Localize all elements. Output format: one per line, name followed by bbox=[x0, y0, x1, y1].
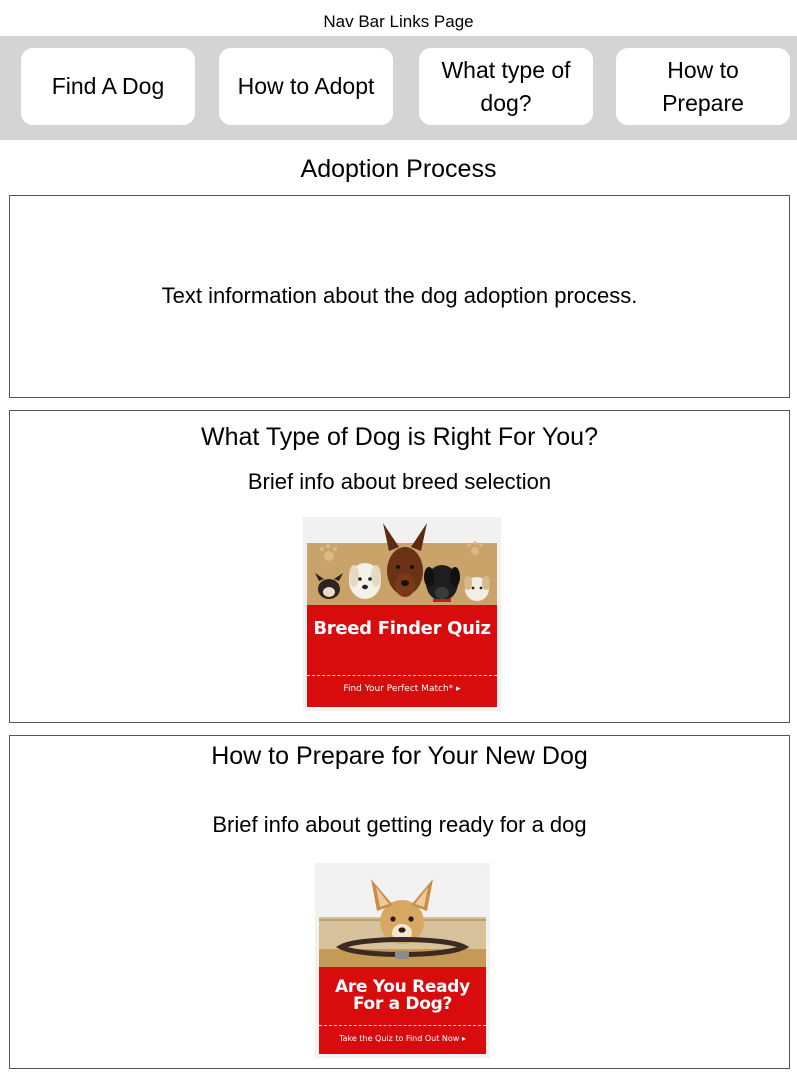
dogs-photo bbox=[307, 521, 497, 605]
ready-for-dog-cta: Take the Quiz to Find Out Now ▸ bbox=[319, 1034, 486, 1043]
play-arrow-icon: ▸ bbox=[456, 684, 461, 694]
adoption-process-panel: Text information about the dog adoption … bbox=[9, 195, 790, 398]
dog-type-heading: What Type of Dog is Right For You? bbox=[201, 423, 598, 451]
ready-for-dog-cta-text: Take the Quiz to Find Out Now bbox=[339, 1034, 460, 1043]
adoption-process-text: Text information about the dog adoption … bbox=[161, 283, 638, 308]
banner-divider bbox=[307, 675, 497, 676]
dog-with-leash-photo bbox=[319, 867, 486, 967]
play-arrow-icon: ▸ bbox=[461, 1034, 466, 1043]
dog-type-panel: What Type of Dog is Right For You? Brief… bbox=[9, 410, 790, 723]
dog-type-subtext: Brief info about breed selection bbox=[247, 469, 552, 494]
breed-finder-banner: Breed Finder Quiz Find Your Perfect Matc… bbox=[307, 605, 497, 707]
adoption-process-heading: Adoption Process bbox=[300, 155, 497, 183]
nav-how-to-prepare-button[interactable]: How to Prepare bbox=[616, 48, 790, 125]
ready-for-dog-quiz-ad[interactable]: Are You Ready For a Dog? Take the Quiz t… bbox=[315, 863, 490, 1058]
page-title: Nav Bar Links Page bbox=[323, 12, 474, 31]
breed-finder-cta: Find Your Perfect Match* ▸ bbox=[307, 684, 497, 694]
ready-for-dog-banner: Are You Ready For a Dog? Take the Quiz t… bbox=[319, 967, 486, 1054]
nav-find-a-dog-button[interactable]: Find A Dog bbox=[21, 48, 195, 125]
nav-how-to-adopt-button[interactable]: How to Adopt bbox=[219, 48, 393, 125]
breed-finder-quiz-ad[interactable]: Breed Finder Quiz Find Your Perfect Matc… bbox=[303, 517, 501, 711]
nav-what-type-of-dog-button[interactable]: What type of dog? bbox=[419, 48, 593, 125]
breed-finder-cta-text: Find Your Perfect Match* bbox=[343, 684, 454, 694]
prepare-heading: How to Prepare for Your New Dog bbox=[211, 742, 588, 770]
banner-divider bbox=[319, 1025, 486, 1026]
prepare-panel: How to Prepare for Your New Dog Brief in… bbox=[9, 735, 790, 1069]
prepare-subtext: Brief info about getting ready for a dog bbox=[212, 812, 587, 837]
breed-finder-title: Breed Finder Quiz bbox=[313, 618, 491, 639]
ready-for-dog-title: Are You Ready For a Dog? bbox=[335, 977, 470, 1014]
nav-bar: Find A Dog How to Adopt What type of dog… bbox=[0, 36, 797, 140]
